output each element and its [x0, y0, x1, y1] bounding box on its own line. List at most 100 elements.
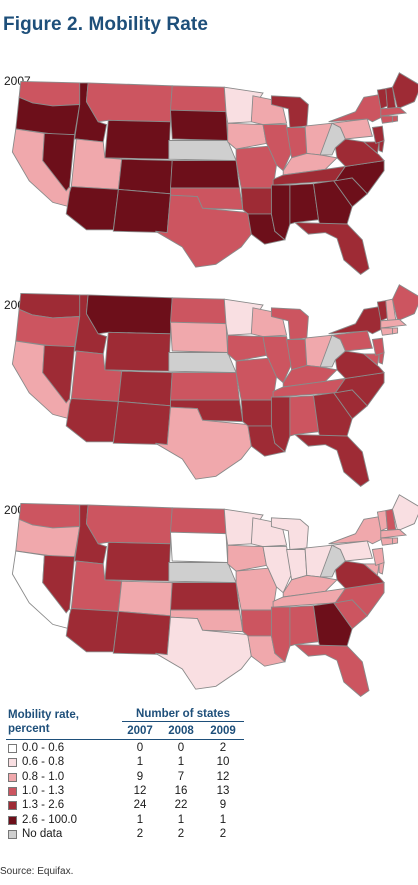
state-tx-2008: [155, 406, 252, 480]
legend-range: 1.3 - 2.6: [22, 799, 65, 812]
state-sd-2008: [170, 321, 229, 353]
us-map-2009: [11, 494, 418, 697]
state-fl-2009: [293, 644, 370, 697]
legend-count-2008: 1: [177, 756, 185, 769]
state-co-2008: [117, 370, 173, 407]
legend-count-2009: 2: [219, 742, 227, 754]
state-al-2008: [289, 395, 320, 437]
state-sd-2009: [170, 531, 229, 563]
us-map-2008: [11, 284, 418, 487]
legend-count-2007: 2: [136, 827, 144, 840]
state-wy-2009: [104, 541, 171, 582]
state-ne-2008: [168, 352, 237, 374]
legend-count-2007: 1: [136, 813, 144, 826]
state-nd-2009: [170, 507, 227, 535]
legend-year-2007: 2007: [127, 725, 153, 737]
state-mt-2007: [85, 82, 173, 123]
state-az-2008: [65, 398, 119, 443]
state-tx-2009: [155, 616, 252, 690]
legend-row: 0.8 - 1.0 9 7 12: [6, 771, 246, 784]
state-va-2009: [334, 560, 385, 589]
state-nm-2009: [112, 610, 171, 656]
state-ks-2008: [170, 372, 241, 401]
state-ma-2008: [380, 318, 408, 329]
state-ne-2007: [168, 140, 237, 162]
legend-row: No data 2 2 2: [6, 828, 246, 841]
legend-swatch: [8, 815, 17, 825]
legend-count-2009: 9: [219, 799, 227, 812]
legend-count-2008: 1: [177, 813, 185, 826]
legend-count-2009: 10: [216, 756, 230, 769]
legend-count-2009: 12: [216, 770, 230, 783]
legend-row: 1.3 - 2.6 24 22 9: [6, 799, 246, 812]
state-co-2007: [117, 158, 173, 195]
state-az-2009: [65, 608, 119, 653]
state-me-2007: [392, 72, 418, 110]
state-ks-2009: [170, 582, 241, 611]
legend-title: Mobility rate, percent: [8, 709, 79, 735]
state-nj-2009: [371, 547, 385, 566]
state-ma-2007: [380, 106, 408, 117]
state-md-2007: [362, 141, 380, 155]
state-mi-2008: [270, 307, 309, 340]
state-co-2009: [117, 580, 173, 617]
legend-count-header: Number of states: [122, 708, 244, 722]
state-md-2009: [362, 563, 380, 577]
state-al-2009: [289, 605, 320, 647]
state-nv-2008: [42, 344, 76, 404]
state-md-2008: [362, 353, 380, 367]
state-mt-2008: [85, 294, 173, 335]
state-ct-2007: [380, 115, 393, 124]
legend-row: 0.6 - 0.8 1 1 10: [6, 756, 246, 769]
legend-range: No data: [22, 827, 63, 840]
legend-rule: [6, 739, 244, 740]
state-va-2008: [334, 350, 385, 379]
state-nj-2007: [371, 125, 385, 144]
state-me-2009: [392, 494, 418, 532]
legend-range: 2.6 - 100.0: [22, 813, 77, 826]
state-tx-2007: [155, 194, 252, 268]
state-wy-2007: [104, 119, 171, 160]
state-az-2007: [65, 186, 119, 231]
state-me-2008: [392, 284, 418, 322]
state-ma-2009: [380, 528, 408, 539]
state-nj-2008: [371, 337, 385, 356]
state-nv-2007: [42, 132, 76, 192]
legend-count-2008: 22: [174, 799, 188, 812]
state-al-2007: [289, 183, 320, 225]
legend-range: 1.0 - 1.3: [22, 784, 65, 797]
state-fl-2007: [293, 222, 370, 275]
legend-row: 1.0 - 1.3 12 16 13: [6, 785, 246, 798]
legend-row: 2.6 - 100.0 1 1 1: [6, 814, 246, 827]
state-ar-2007: [240, 187, 274, 215]
legend-range: 0.8 - 1.0: [22, 770, 65, 783]
state-ri-2009: [392, 537, 399, 545]
state-ia-2009: [227, 544, 267, 572]
legend-count-2008: 0: [177, 742, 185, 754]
legend-swatch: [8, 829, 17, 839]
legend-range: 0.0 - 0.6: [22, 742, 65, 754]
legend-count-2007: 1: [136, 756, 144, 769]
legend-count-2007: 0: [136, 742, 144, 754]
state-ny-2008: [328, 305, 385, 335]
state-mi-2009: [270, 517, 309, 550]
state-mt-2009: [85, 504, 173, 545]
state-ia-2008: [227, 334, 267, 362]
state-sd-2007: [170, 109, 229, 141]
legend-swatch: [8, 772, 17, 782]
legend-count-2009: 13: [216, 784, 230, 797]
legend-year-2008: 2008: [168, 725, 194, 737]
state-ar-2009: [240, 609, 274, 637]
state-mi-2007: [270, 95, 309, 128]
state-ar-2008: [240, 399, 274, 427]
state-ri-2008: [392, 327, 399, 335]
state-nm-2007: [112, 188, 171, 234]
legend-count-2009: 2: [219, 827, 227, 840]
state-ks-2007: [170, 160, 241, 189]
legend-count-2007: 24: [133, 799, 147, 812]
source-note: Source: Equifax.: [0, 866, 74, 877]
legend-count-2008: 7: [177, 770, 185, 783]
us-map-2007: [11, 72, 418, 275]
legend-count-2009: 1: [219, 813, 227, 826]
legend-year-2009: 2009: [210, 725, 236, 737]
